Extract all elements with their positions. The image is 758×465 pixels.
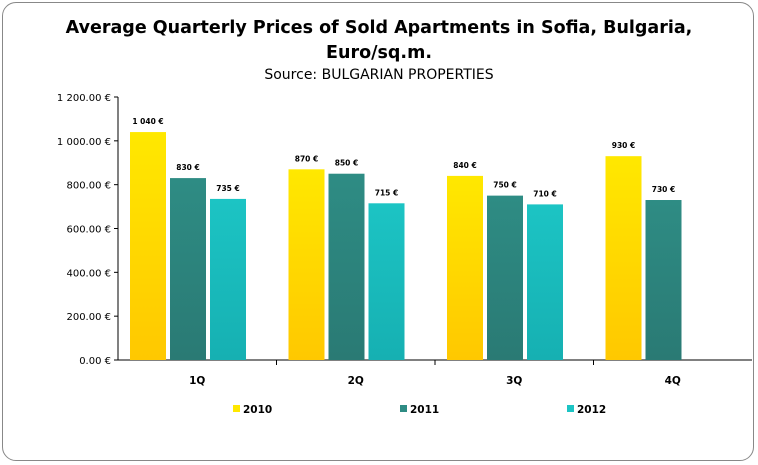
- chart-frame: [2, 2, 754, 461]
- y-tick-label: 200.00 €: [66, 312, 111, 323]
- x-tick-label: 1Q: [189, 375, 205, 387]
- data-label: 1 040 €: [132, 117, 163, 126]
- bar-2011-4Q: [645, 200, 682, 360]
- bar-2010-4Q: [605, 156, 642, 360]
- data-label: 840 €: [453, 161, 477, 170]
- bar-2010-1Q: [130, 132, 166, 360]
- bar-2012-2Q: [368, 203, 405, 360]
- data-label: 930 €: [612, 141, 636, 150]
- y-tick-label: 1 200.00 €: [57, 93, 111, 104]
- data-label: 735 €: [216, 184, 240, 193]
- title-line-2: Euro/sq.m.: [326, 43, 432, 63]
- x-tick-label: 3Q: [506, 375, 522, 387]
- bar-2011-3Q: [487, 195, 523, 360]
- legend-swatch-2011: [400, 405, 407, 412]
- legend-swatch-2012: [567, 405, 574, 412]
- chart-title: Average Quarterly Prices of Sold Apartme…: [0, 16, 758, 66]
- data-label: 830 €: [176, 163, 200, 172]
- title-line-1: Average Quarterly Prices of Sold Apartme…: [65, 18, 693, 38]
- y-tick-label: 600.00 €: [66, 225, 111, 236]
- legend-label: 2012: [577, 404, 606, 416]
- data-label: 730 €: [652, 185, 676, 194]
- data-label: 710 €: [533, 189, 557, 198]
- y-tick-label: 400.00 €: [66, 268, 111, 279]
- data-label: 750 €: [493, 181, 517, 190]
- data-label: 850 €: [335, 159, 359, 168]
- chart-subtitle: Source: BULGARIAN PROPERTIES: [264, 67, 494, 83]
- bar-2011-2Q: [328, 173, 365, 360]
- y-tick-label: 1 000.00 €: [57, 137, 111, 148]
- bar-2010-2Q: [288, 169, 325, 360]
- y-tick-label: 0.00 €: [79, 356, 111, 367]
- data-label: 870 €: [295, 154, 319, 163]
- bar-2011-1Q: [170, 178, 206, 360]
- y-tick-label: 800.00 €: [66, 181, 111, 192]
- x-tick-label: 2Q: [348, 375, 364, 387]
- legend-swatch-2010: [233, 405, 240, 412]
- x-tick-label: 4Q: [665, 375, 681, 387]
- bar-2012-1Q: [210, 198, 246, 360]
- legend-label: 2010: [243, 404, 272, 416]
- legend-label: 2011: [410, 404, 439, 416]
- bar-2010-3Q: [447, 175, 483, 360]
- bar-2012-3Q: [527, 204, 563, 360]
- data-label: 715 €: [375, 188, 399, 197]
